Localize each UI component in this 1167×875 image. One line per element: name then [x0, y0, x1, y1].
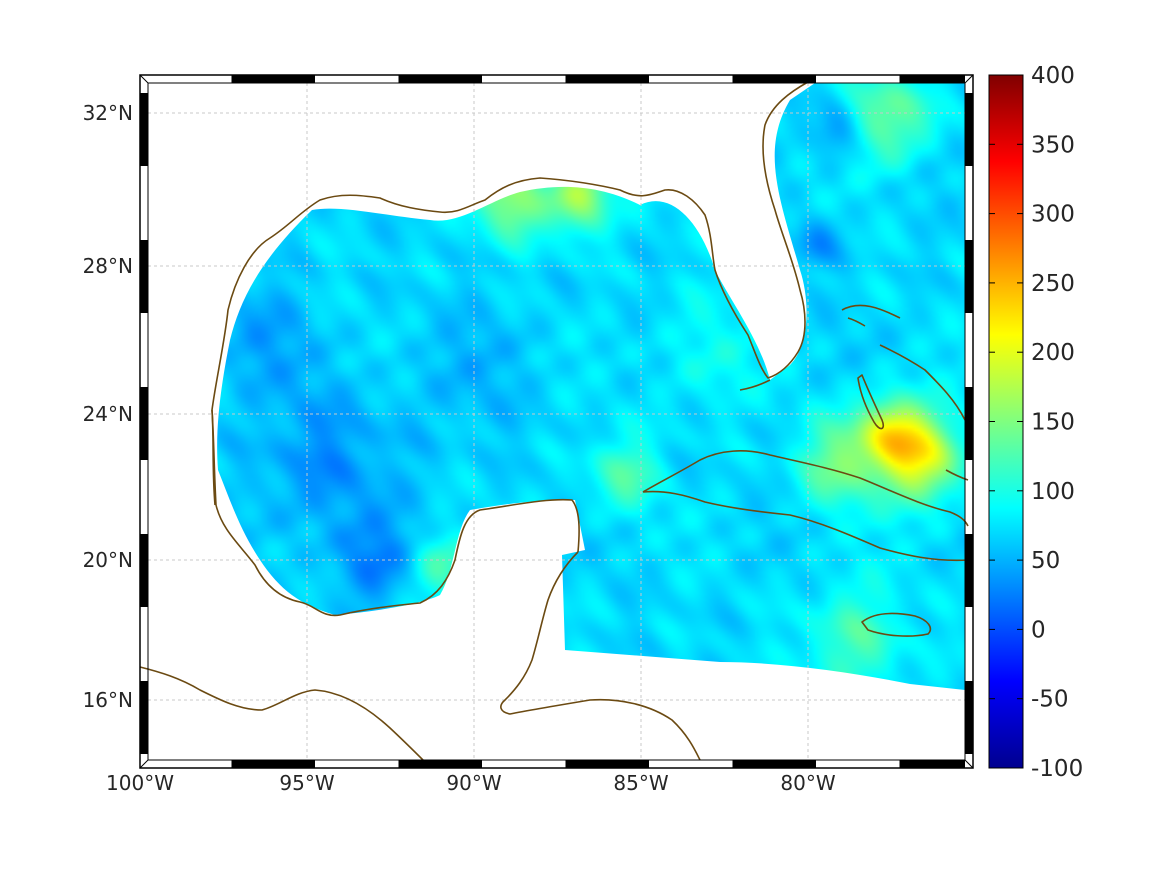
colorbar-tick-label: -50 [1031, 687, 1069, 713]
colorbar-tick-label: 350 [1031, 132, 1075, 158]
colorbar-tick-label: 400 [1031, 63, 1075, 89]
yucatan-east-coast [500, 551, 701, 761]
frame-segment-h [231, 75, 315, 83]
lat-tick-24n: 24°N [83, 402, 133, 426]
frame-segment-v [965, 387, 973, 460]
lon-tick-85w: 85°W [613, 771, 668, 795]
florida-keys [739, 379, 771, 391]
frame-segment-h [899, 75, 965, 83]
mexico-gulf-coast [211, 409, 580, 617]
us-gulf-coast [211, 81, 809, 506]
frame-segment-v [140, 93, 148, 166]
colorbar-tick-label: 300 [1031, 202, 1075, 228]
frame-segment-h [398, 760, 482, 768]
colorbar-tick-label: 200 [1031, 340, 1075, 366]
grand-bahama [847, 317, 866, 327]
frame-segment-v [140, 534, 148, 607]
frame-segment-v [965, 93, 973, 166]
lat-tick-20n: 20°N [83, 548, 133, 572]
coastline-layer [139, 81, 969, 763]
bahamas-chain [841, 304, 966, 421]
frame-segment-v [965, 681, 973, 754]
colorbar-tick-label: 0 [1031, 617, 1046, 643]
jamaica-coast [861, 612, 932, 637]
lon-tick-100w: 100°W [106, 771, 174, 795]
frame-segment-v [140, 387, 148, 460]
lon-tick-95w: 95°W [279, 771, 334, 795]
central-america-pacific-coast [139, 666, 426, 763]
frame-segment-v [965, 534, 973, 607]
grid-layer [148, 83, 965, 760]
frame-segment-v [140, 681, 148, 754]
frame-segment-h [899, 760, 965, 768]
bahamas-andros [857, 374, 885, 430]
colorbar-tick-label: 50 [1031, 548, 1060, 574]
longitude-tick-labels: 100°W 95°W 90°W 85°W 80°W [106, 771, 836, 795]
latitude-tick-labels: 32°N 28°N 24°N 20°N 16°N [83, 101, 133, 712]
frame-segment-v [965, 240, 973, 313]
lon-tick-80w: 80°W [780, 771, 835, 795]
lon-tick-90w: 90°W [446, 771, 501, 795]
colorbar-tick-label: 100 [1031, 479, 1075, 505]
frame-segment-h [732, 75, 816, 83]
colorbar-tick-label: -100 [1031, 756, 1083, 782]
hispaniola-coast [945, 469, 969, 481]
frame-segment-h [565, 760, 649, 768]
frame-segment-v [140, 240, 148, 313]
colorbar-ticks: 400 350 300 250 200 150 100 50 0 -50 -100 [989, 63, 1083, 782]
frame-segment-h [231, 760, 315, 768]
lat-tick-32n: 32°N [83, 101, 133, 125]
frame-segment-h [398, 75, 482, 83]
map-frame [139, 74, 974, 769]
cuba-coast [642, 450, 969, 562]
colorbar: 400 350 300 250 200 150 100 50 0 -50 -100 [988, 63, 1083, 782]
frame-segment-h [565, 75, 649, 83]
frame-segment-h [732, 760, 816, 768]
lat-tick-28n: 28°N [83, 254, 133, 278]
colorbar-tick-label: 150 [1031, 410, 1075, 436]
lat-tick-16n: 16°N [83, 688, 133, 712]
frame-checker-segments [140, 75, 973, 768]
colorbar-tick-label: 250 [1031, 271, 1075, 297]
